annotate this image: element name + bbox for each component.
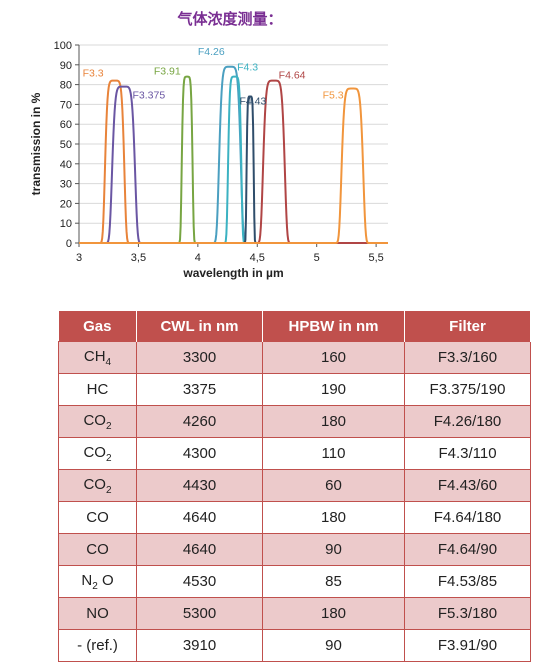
cell-gas: N2 O xyxy=(58,565,137,598)
series-label: F5.3 xyxy=(323,89,344,101)
y-axis-title: transmission in % xyxy=(29,92,43,195)
series-curves xyxy=(79,65,388,244)
cell-gas: CO2 xyxy=(58,405,137,438)
cell-cwl: 4430 xyxy=(136,469,263,502)
cell-cwl: 3300 xyxy=(136,341,263,374)
cell-hpbw: 190 xyxy=(262,373,405,406)
y-tick-label: 70 xyxy=(60,99,72,111)
cell-hpbw: 90 xyxy=(262,533,405,566)
y-tick-label: 50 xyxy=(60,139,72,151)
cell-hpbw: 180 xyxy=(262,405,405,438)
x-tick-label: 4,5 xyxy=(250,252,265,264)
header-hpbw: HPBW in nm xyxy=(262,311,405,342)
series-label: F3.375 xyxy=(132,89,165,101)
y-tick-label: 20 xyxy=(60,198,72,210)
series-label: F4.3 xyxy=(237,62,258,74)
cell-gas: CH4 xyxy=(58,341,137,374)
table-row: N2 O 4530 85 F4.53/85 xyxy=(58,565,531,598)
y-tick-label: 0 xyxy=(66,238,72,250)
header-gas: Gas xyxy=(58,311,137,342)
series-label: F3.91 xyxy=(154,66,181,78)
cell-gas: NO xyxy=(58,597,137,630)
cell-filter: F3.375/190 xyxy=(404,373,531,406)
cell-filter: F3.91/90 xyxy=(404,629,531,662)
table-row: CO 4640 180 F4.64/180 xyxy=(58,501,531,534)
cell-gas: CO2 xyxy=(58,469,137,502)
cell-hpbw: 180 xyxy=(262,597,405,630)
grid xyxy=(79,44,388,244)
cell-cwl: 3375 xyxy=(136,373,263,406)
y-tick-label: 80 xyxy=(60,80,72,92)
x-tick-label: 3,5 xyxy=(131,252,146,264)
table-row: CO2 4300 110 F4.3/110 xyxy=(58,437,531,470)
cell-filter: F4.43/60 xyxy=(404,469,531,502)
header-cwl: CWL in nm xyxy=(136,311,263,342)
filter-table: Gas CWL in nm HPBW in nm Filter CH4 3300 1… xyxy=(58,311,531,662)
cell-cwl: 4530 xyxy=(136,565,263,598)
table-row: CO2 4430 60 F4.43/60 xyxy=(58,469,531,502)
x-tick-label: 5,5 xyxy=(368,252,383,264)
y-tick-label: 90 xyxy=(60,60,72,72)
table-row: HC 3375 190 F3.375/190 xyxy=(58,373,531,406)
series-labels: F3.3 F3.375 F3.91 F4.26 F4.3 F4.43 F4.64 F5.3 xyxy=(83,46,344,108)
axes: 0 10 20 30 40 50 60 70 80 90 100 3 3,5 4 4,5 5 5,5 wavele… xyxy=(29,40,388,280)
cell-filter: F4.64/90 xyxy=(404,533,531,566)
y-tick-label: 60 xyxy=(60,119,72,131)
series-label: F3.3 xyxy=(83,68,104,80)
cell-gas: HC xyxy=(58,373,137,406)
cell-filter: F5.3/180 xyxy=(404,597,531,630)
cell-cwl: 4300 xyxy=(136,437,263,470)
cell-cwl: 4260 xyxy=(136,405,263,438)
cell-gas: CO xyxy=(58,533,137,566)
y-tick-label: 100 xyxy=(54,40,72,52)
header-filter: Filter xyxy=(404,311,531,342)
cell-cwl: 4640 xyxy=(136,501,263,534)
series-line xyxy=(79,87,388,244)
y-tick-label: 40 xyxy=(60,159,72,171)
cell-filter: F3.3/160 xyxy=(404,341,531,374)
x-tick-label: 3 xyxy=(76,252,82,264)
table-row: CH4 3300 160 F3.3/160 xyxy=(58,341,531,374)
cell-cwl: 3910 xyxy=(136,629,263,662)
table-row: CO 4640 90 F4.64/90 xyxy=(58,533,531,566)
table-row: - (ref.) 3910 90 F3.91/90 xyxy=(58,629,531,662)
x-tick-label: 4 xyxy=(195,252,201,264)
page-heading: 气体浓度测量： xyxy=(177,10,283,28)
cell-hpbw: 90 xyxy=(262,629,405,662)
cell-gas: CO xyxy=(58,501,137,534)
cell-hpbw: 85 xyxy=(262,565,405,598)
cell-cwl: 4640 xyxy=(136,533,263,566)
cell-hpbw: 60 xyxy=(262,469,405,502)
table-header-row: Gas CWL in nm HPBW in nm Filter xyxy=(58,311,531,342)
series-label: F4.64 xyxy=(279,70,306,82)
y-tick-label: 30 xyxy=(60,179,72,191)
cell-filter: F4.64/180 xyxy=(404,501,531,534)
cell-gas: CO2 xyxy=(58,437,137,470)
cell-filter: F4.26/180 xyxy=(404,405,531,438)
x-axis-title: wavelength in µm xyxy=(182,266,283,280)
transmission-chart: 0 10 20 30 40 50 60 70 80 90 100 3 3,5 4 4,5 5 5,5 wavele… xyxy=(29,40,388,280)
x-tick-label: 5 xyxy=(314,252,320,264)
cell-gas: - (ref.) xyxy=(58,629,137,662)
cell-hpbw: 160 xyxy=(262,341,405,374)
series-label: F4.26 xyxy=(198,46,225,58)
table-row: CO2 4260 180 F4.26/180 xyxy=(58,405,531,438)
y-tick-label: 10 xyxy=(60,218,72,230)
cell-filter: F4.3/110 xyxy=(404,437,531,470)
cell-hpbw: 110 xyxy=(262,437,405,470)
cell-hpbw: 180 xyxy=(262,501,405,534)
cell-cwl: 5300 xyxy=(136,597,263,630)
table-row: NO 5300 180 F5.3/180 xyxy=(58,597,531,630)
series-label: F4.43 xyxy=(239,95,266,107)
cell-filter: F4.53/85 xyxy=(404,565,531,598)
